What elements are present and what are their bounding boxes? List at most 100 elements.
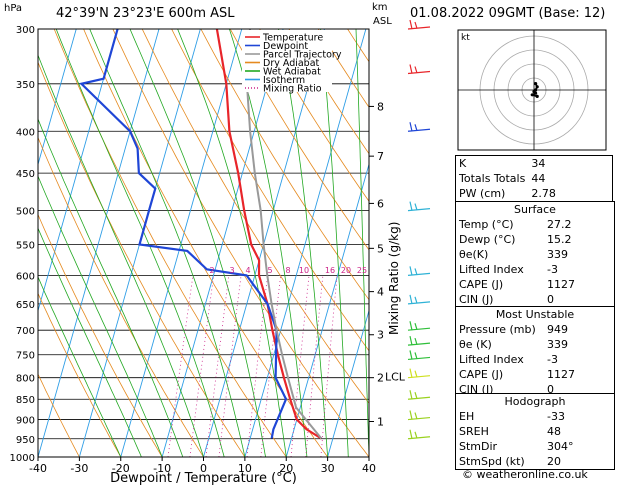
mu-row: Lifted Index -3 bbox=[456, 352, 614, 367]
mixing-ratio-label: 10 bbox=[299, 266, 309, 275]
wind-barb bbox=[407, 294, 431, 305]
surface-row: Temp (°C) 27.2 bbox=[456, 217, 614, 232]
mixing-ratio-line bbox=[218, 275, 242, 457]
dry-adiabat-line bbox=[288, 29, 369, 155]
pressure-tick-label: 350 bbox=[16, 80, 35, 91]
wet-adiabat-line bbox=[38, 275, 122, 457]
hodograph-box: Hodograph EH -33 SREH 48 StmDir 304° StmSpd… bbox=[455, 393, 615, 470]
index-label: K bbox=[459, 157, 467, 170]
dry-adiabat-line bbox=[38, 292, 122, 457]
wind-barb-flag bbox=[409, 19, 413, 30]
pressure-tick-label: 600 bbox=[16, 271, 35, 282]
hodo-label: StmSpd (kt) bbox=[459, 455, 525, 468]
wind-barb-flag bbox=[409, 410, 413, 420]
wind-barb-flag bbox=[414, 21, 418, 29]
mixing-ratio-label: 20 bbox=[341, 266, 351, 275]
wind-barb-flag bbox=[409, 266, 413, 276]
mu-value: 949 bbox=[547, 323, 568, 336]
mixing-ratio-axis-label: Mixing Ratio (g/kg) bbox=[387, 222, 401, 335]
legend-label: Temperature bbox=[262, 33, 323, 44]
wind-barb bbox=[407, 410, 431, 421]
temp-tick-label: 0 bbox=[200, 462, 207, 475]
isotherm-line bbox=[244, 29, 367, 457]
wind-barb bbox=[407, 266, 431, 277]
parcel-trajectory-series-line bbox=[245, 29, 323, 440]
hodo-value: 20 bbox=[547, 455, 561, 468]
surface-row: CAPE (J) 1127 bbox=[456, 277, 614, 292]
surface-label: Temp (°C) bbox=[459, 218, 514, 231]
dry-adiabat-line bbox=[200, 29, 369, 301]
datetime-title: 01.08.2022 09GMT (Base: 12) bbox=[410, 6, 606, 21]
hodograph-point bbox=[535, 85, 539, 89]
wind-barb-flag bbox=[414, 124, 418, 131]
wind-barb bbox=[407, 122, 431, 132]
mixing-ratio-label: 5 bbox=[267, 266, 272, 275]
surface-label: θe(K) bbox=[459, 248, 489, 261]
wind-barb-flag bbox=[414, 431, 418, 439]
pressure-tick-label: 750 bbox=[16, 351, 35, 362]
mixing-ratio-line bbox=[167, 275, 194, 457]
wet-adiabat-line bbox=[38, 227, 142, 457]
dry-adiabat-line bbox=[259, 29, 369, 202]
mixing-ratio-line bbox=[246, 275, 268, 457]
temp-tick-label: 20 bbox=[279, 462, 293, 475]
hodo-row: EH -33 bbox=[456, 409, 614, 424]
surface-value: 1127 bbox=[547, 278, 575, 291]
most-unstable-box: Most Unstable Pressure (mb) 949 θe (K) 339… bbox=[455, 306, 615, 398]
hodograph-point bbox=[535, 94, 539, 98]
index-value: 44 bbox=[531, 172, 546, 185]
surface-row: Lifted Index -3 bbox=[456, 262, 614, 277]
dry-adiabat-line bbox=[171, 29, 369, 352]
mixing-ratio-label: 8 bbox=[285, 266, 290, 275]
isotherm-line bbox=[327, 308, 369, 457]
wind-barb-flag bbox=[409, 429, 413, 439]
mu-row: CIN (J) 0 bbox=[456, 382, 614, 397]
index-label: Totals Totals bbox=[459, 172, 526, 185]
surface-value: 27.2 bbox=[547, 218, 572, 231]
surface-label: Lifted Index bbox=[459, 263, 524, 276]
wind-barb-flag bbox=[414, 66, 418, 74]
surface-box: Surface Temp (°C) 27.2 Dewp (°C) 15.2 θe(K… bbox=[455, 201, 615, 308]
km-unit-label: km bbox=[372, 2, 388, 13]
wind-barb-flag bbox=[409, 64, 413, 74]
surface-row: θe(K) 339 bbox=[456, 247, 614, 262]
mixing-ratio-label: 4 bbox=[245, 266, 250, 275]
isotherm-line bbox=[38, 29, 160, 457]
mu-row: θe (K) 339 bbox=[456, 337, 614, 352]
asl-unit-label: ASL bbox=[373, 16, 392, 27]
mixing-ratio-line bbox=[205, 275, 230, 457]
hodo-value: 304° bbox=[547, 440, 574, 453]
wind-barb bbox=[407, 390, 431, 400]
wet-adiabat-line bbox=[320, 29, 349, 457]
mu-row: Pressure (mb) 949 bbox=[456, 322, 614, 337]
wind-barb bbox=[407, 321, 431, 331]
wind-barb bbox=[407, 368, 431, 379]
dry-adiabat-line bbox=[112, 29, 369, 457]
wet-adiabat-line bbox=[229, 29, 308, 457]
mixing-ratio-label: 16 bbox=[325, 266, 335, 275]
legend-label: Mixing Ratio bbox=[263, 84, 322, 95]
surface-value: -3 bbox=[547, 263, 558, 276]
hodo-label: EH bbox=[459, 410, 475, 423]
x-axis-label: Dewpoint / Temperature (°C) bbox=[110, 471, 297, 486]
surface-value: 0 bbox=[547, 293, 554, 306]
temp-tick-label: -40 bbox=[29, 462, 47, 475]
wind-barb-flag bbox=[409, 368, 413, 378]
hpa-unit-label: hPa bbox=[4, 3, 23, 14]
lcl-label: LCL bbox=[385, 370, 406, 383]
pressure-tick-label: 400 bbox=[16, 127, 35, 138]
wind-barb bbox=[407, 201, 431, 212]
mixing-ratio-label: 2 bbox=[209, 266, 214, 275]
wet-adiabat-line bbox=[38, 118, 184, 457]
isotherm-line bbox=[161, 29, 284, 457]
km-tick-label: 1 bbox=[377, 416, 384, 429]
surface-label: CIN (J) bbox=[459, 293, 494, 306]
wind-barb bbox=[407, 429, 431, 440]
mixing-ratio-line bbox=[305, 275, 324, 457]
temp-tick-label: -10 bbox=[153, 462, 171, 475]
wet-adiabat-line bbox=[38, 175, 163, 457]
mu-label: Pressure (mb) bbox=[459, 323, 536, 336]
plot-area bbox=[38, 29, 369, 457]
pressure-tick-label: 1000 bbox=[10, 453, 35, 464]
